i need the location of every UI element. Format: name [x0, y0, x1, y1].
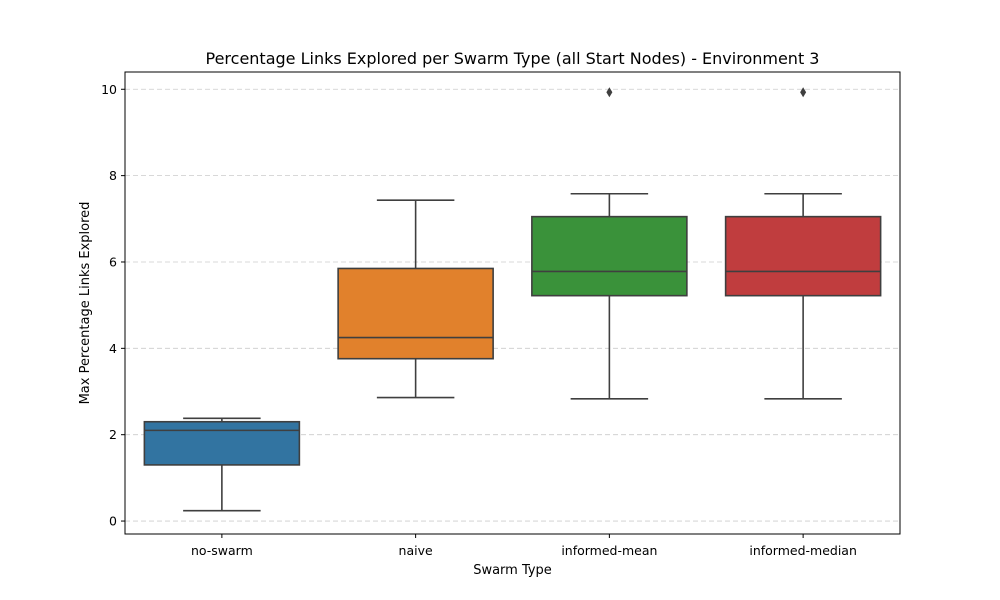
x-tick-label: informed-median — [749, 543, 857, 558]
y-tick-label: 6 — [109, 254, 117, 269]
outlier-point — [800, 87, 807, 98]
box-iqr — [337, 267, 494, 360]
box-informed-median — [724, 87, 882, 400]
y-tick-label: 4 — [109, 341, 117, 356]
y-tick-label: 10 — [101, 82, 117, 97]
x-tick-label: naive — [399, 543, 433, 558]
y-tick-label: 8 — [109, 168, 117, 183]
plot-frame — [124, 71, 901, 535]
box-informed-mean — [531, 87, 688, 400]
x-axis-label: Swarm Type — [473, 563, 552, 578]
box-iqr — [724, 215, 882, 297]
y-tick-label: 0 — [109, 514, 117, 529]
outlier-point — [606, 87, 613, 98]
box-no-swarm — [143, 417, 301, 512]
y-axis-label: Max Percentage Links Explored — [78, 202, 93, 405]
box-iqr — [143, 420, 301, 466]
x-tick-label: no-swarm — [191, 543, 253, 558]
x-axis: no-swarm naive informed-mean informed-media… — [191, 534, 857, 558]
y-tick-label: 2 — [109, 427, 117, 442]
x-tick-label: informed-mean — [561, 543, 657, 558]
box-naive — [337, 199, 494, 399]
boxes-layer — [143, 87, 882, 512]
chart-title: Percentage Links Explored per Swarm Type… — [206, 49, 820, 68]
y-axis: 0 2 4 6 8 10 — [101, 82, 125, 529]
box-iqr — [531, 215, 688, 297]
